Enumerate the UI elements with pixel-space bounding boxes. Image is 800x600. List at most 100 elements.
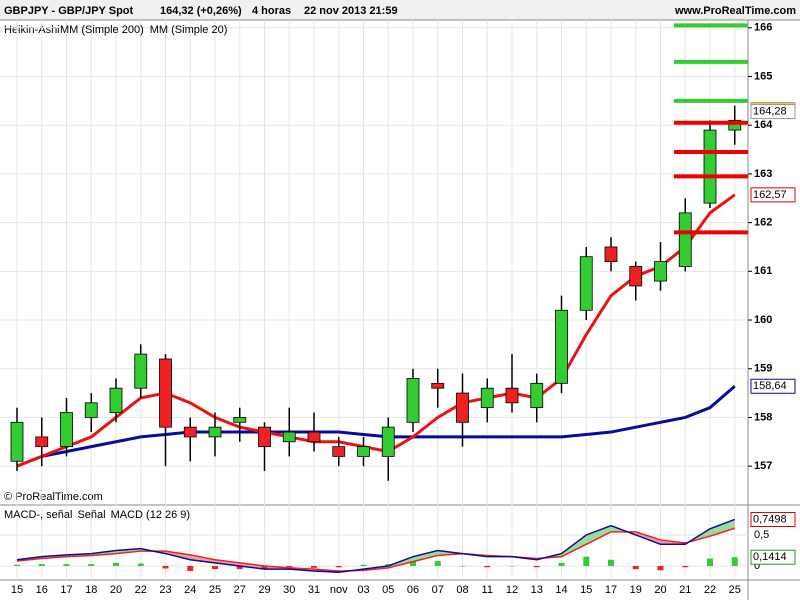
candle-body xyxy=(10,421,24,462)
histogram-bar xyxy=(335,565,342,568)
x-tick-label: 07 xyxy=(432,584,444,596)
candle-body xyxy=(183,426,197,438)
candle-body xyxy=(258,426,271,448)
macd-fill xyxy=(190,554,215,563)
candle-body xyxy=(282,431,296,443)
histogram-bar xyxy=(137,563,144,566)
macd-fill xyxy=(239,562,265,570)
x-tick-label: 23 xyxy=(159,584,171,596)
x-tick-label: 20 xyxy=(654,584,666,596)
x-tick-label: 03 xyxy=(357,584,369,596)
x-tick-label: 27 xyxy=(234,584,246,596)
y-tick-label: 0 xyxy=(754,560,760,572)
histogram-bar xyxy=(261,565,268,570)
histogram-bar xyxy=(459,565,466,567)
histogram-bar xyxy=(533,565,540,568)
x-tick-label: 21 xyxy=(679,584,691,596)
macd-line xyxy=(16,518,736,573)
histogram-bar xyxy=(558,562,565,566)
timeframe: 4 horas xyxy=(252,5,291,17)
price-tag xyxy=(750,104,796,120)
legend-entry: Señal xyxy=(77,509,105,521)
histogram-bar xyxy=(38,564,45,566)
indicator-label: Heikin-Ashi xyxy=(4,24,60,36)
candle-body xyxy=(332,446,346,457)
y-tick-label: 0,5 xyxy=(754,529,769,541)
price-tag xyxy=(750,378,796,394)
y-tick-label: 163 xyxy=(754,168,772,180)
histogram-bar xyxy=(385,564,392,566)
histogram-bar xyxy=(88,564,95,566)
histogram-bar xyxy=(731,557,738,566)
moving-average xyxy=(16,193,736,468)
candle-body xyxy=(579,256,593,311)
header-bar xyxy=(0,0,800,20)
x-tick-label: 15 xyxy=(11,584,23,596)
candle-body xyxy=(109,387,123,413)
candle-body xyxy=(381,426,395,457)
histogram-bar xyxy=(162,565,169,569)
candle-body xyxy=(480,387,494,409)
histogram-bar xyxy=(657,565,664,571)
candle-body xyxy=(35,436,49,448)
candle-body xyxy=(431,382,445,389)
candle-body xyxy=(357,446,370,457)
candle-body xyxy=(555,309,568,384)
histogram-bar xyxy=(434,561,441,566)
histogram-bar xyxy=(707,558,713,566)
candle-body xyxy=(629,266,643,287)
candle-body xyxy=(728,119,742,131)
y-tick-label: 157 xyxy=(754,460,772,472)
x-tick-label: 08 xyxy=(456,584,468,596)
histogram-bar xyxy=(236,565,243,570)
y-tick-label: 159 xyxy=(754,363,772,375)
histogram-bar xyxy=(360,564,367,566)
macd-fill xyxy=(710,519,735,537)
x-tick-label: 31 xyxy=(308,584,320,596)
x-tick-label: 11 xyxy=(482,584,493,596)
macd-fill xyxy=(586,525,611,545)
x-tick-label: 19 xyxy=(630,584,642,596)
price-tag xyxy=(750,187,796,203)
x-tick-label: 22 xyxy=(135,584,147,596)
candle-body xyxy=(505,387,519,404)
histogram-bar xyxy=(484,565,491,568)
macd-tag-label: 0,7498 xyxy=(753,513,787,525)
candle-body xyxy=(604,246,618,262)
candle-body xyxy=(456,392,469,423)
x-tick-label: 22 xyxy=(704,584,716,596)
candle-body xyxy=(208,426,222,438)
y-tick-label: 158 xyxy=(754,411,772,423)
histogram-bar xyxy=(682,565,689,568)
x-tick-label: 05 xyxy=(382,584,394,596)
x-tick-label: 30 xyxy=(283,584,295,596)
y-tick-label: 161 xyxy=(754,265,772,277)
timestamp: 22 nov 2013 21:59 xyxy=(304,5,398,17)
histogram-bar xyxy=(14,564,20,566)
x-tick-label: nov xyxy=(330,584,348,596)
macd-line xyxy=(16,527,735,572)
x-tick-label: 25 xyxy=(729,584,741,596)
x-tick-label: 13 xyxy=(531,584,543,596)
candle-body xyxy=(307,431,321,443)
histogram-bar xyxy=(583,556,590,566)
histogram-bar xyxy=(212,565,218,570)
candle-body xyxy=(159,358,172,428)
x-tick-label: 24 xyxy=(184,584,196,596)
legend-entry: MACD-, señal xyxy=(4,509,72,521)
x-tick-label: 12 xyxy=(506,584,518,596)
candle-body xyxy=(134,353,148,389)
candle-body xyxy=(530,382,544,409)
x-tick-label: 16 xyxy=(36,584,48,596)
histogram-bar xyxy=(63,564,70,566)
x-tick-label: 18 xyxy=(85,584,97,596)
price-tag-label: 158,64 xyxy=(753,380,787,392)
y-tick-label: 164 xyxy=(754,119,773,131)
candle-body xyxy=(60,412,73,448)
histogram-bar xyxy=(410,561,416,566)
moving-average xyxy=(16,385,736,468)
candle-body xyxy=(703,129,717,204)
y-tick-label: 160 xyxy=(754,314,772,326)
macd-tag-label: 0,1414 xyxy=(753,551,787,563)
